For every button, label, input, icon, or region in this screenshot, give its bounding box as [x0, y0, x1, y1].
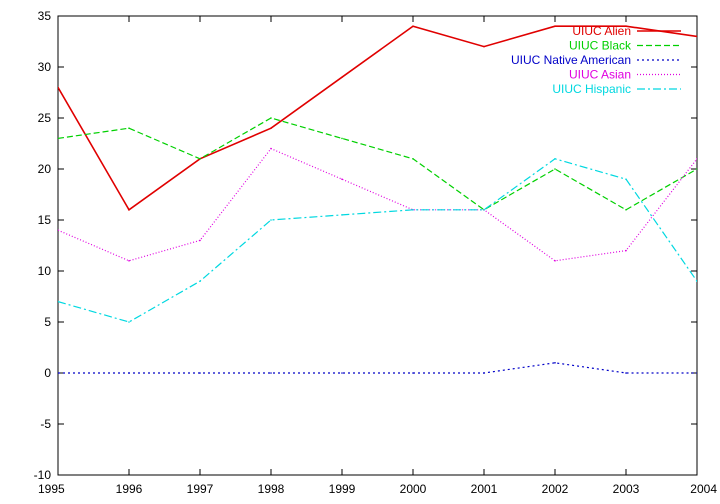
data-point [341, 178, 343, 180]
data-point [483, 372, 485, 374]
data-point [341, 137, 343, 140]
data-point [412, 209, 414, 211]
legend-label: UIUC Black [569, 39, 632, 53]
x-tick-label: 1998 [258, 482, 285, 496]
data-point [58, 372, 59, 374]
data-point [341, 76, 343, 78]
legend-label: UIUC Hispanic [552, 82, 631, 96]
data-point [58, 229, 59, 231]
data-point [625, 178, 627, 180]
series-line-uiuc-black [58, 117, 697, 211]
y-tick-label: 25 [38, 111, 52, 125]
plot-frame [57, 15, 698, 476]
data-point [270, 372, 272, 374]
data-point [696, 372, 697, 374]
data-point [483, 209, 485, 211]
y-tick-label: 15 [38, 213, 52, 227]
data-point [128, 372, 130, 374]
data-point [270, 219, 272, 221]
series-line-uiuc-asian [58, 147, 697, 262]
data-point [58, 137, 59, 140]
x-tick-label: 1997 [187, 482, 214, 496]
data-point [199, 239, 201, 242]
data-point [199, 158, 201, 160]
data-point [554, 168, 556, 170]
y-tick-label: 0 [44, 366, 51, 380]
data-point [483, 45, 485, 48]
data-point [554, 158, 556, 160]
series-line-uiuc-native-american [58, 362, 697, 374]
data-point [270, 147, 272, 150]
x-tick-label: 1999 [329, 482, 356, 496]
series-line-uiuc-alien [58, 25, 697, 211]
y-tick-label: 20 [38, 162, 52, 176]
x-tick-label: 1995 [38, 482, 65, 496]
legend-label: UIUC Alien [572, 24, 631, 38]
y-tick-label: 30 [38, 60, 52, 74]
legend-label: UIUC Asian [569, 68, 631, 82]
data-point [128, 127, 130, 129]
data-point [58, 86, 59, 89]
data-point [412, 25, 414, 28]
data-point [341, 214, 343, 216]
data-point [128, 321, 130, 323]
data-point [270, 117, 272, 119]
data-point [625, 372, 627, 374]
data-point [128, 260, 130, 262]
series-line-uiuc-hispanic [58, 158, 697, 323]
x-tick-label: 2003 [613, 482, 640, 496]
data-point [58, 300, 59, 303]
y-tick-label: 35 [38, 9, 52, 23]
data-point [270, 127, 272, 129]
y-tick-label: 5 [44, 315, 51, 329]
data-point [696, 35, 697, 38]
y-tick-label: -10 [34, 468, 52, 482]
data-point [625, 209, 627, 211]
x-tick-label: 2000 [400, 482, 427, 496]
series-lines [58, 25, 697, 374]
data-point [412, 158, 414, 160]
data-point [554, 362, 556, 364]
data-point [696, 158, 697, 160]
data-point [128, 209, 130, 211]
data-point [199, 372, 201, 374]
data-point [341, 372, 343, 374]
axis-ticks: -10 -5 0 5 10 15 20 25 30 35 1995 1996 1997 1998 1999 2… [34, 9, 718, 496]
x-tick-label: 2002 [542, 482, 569, 496]
data-point [625, 249, 627, 252]
data-point [412, 372, 414, 374]
data-point [696, 280, 697, 282]
data-point [199, 280, 201, 283]
data-point [554, 260, 556, 262]
data-point [696, 168, 697, 170]
x-tick-label: 2004 [690, 482, 717, 496]
data-point [554, 25, 556, 28]
data-point [625, 25, 627, 28]
legend-label: UIUC Native American [511, 53, 631, 67]
x-tick-label: 1996 [116, 482, 143, 496]
y-tick-label: 10 [38, 264, 52, 278]
x-tick-label: 2001 [471, 482, 498, 496]
y-tick-label: -5 [40, 417, 51, 431]
